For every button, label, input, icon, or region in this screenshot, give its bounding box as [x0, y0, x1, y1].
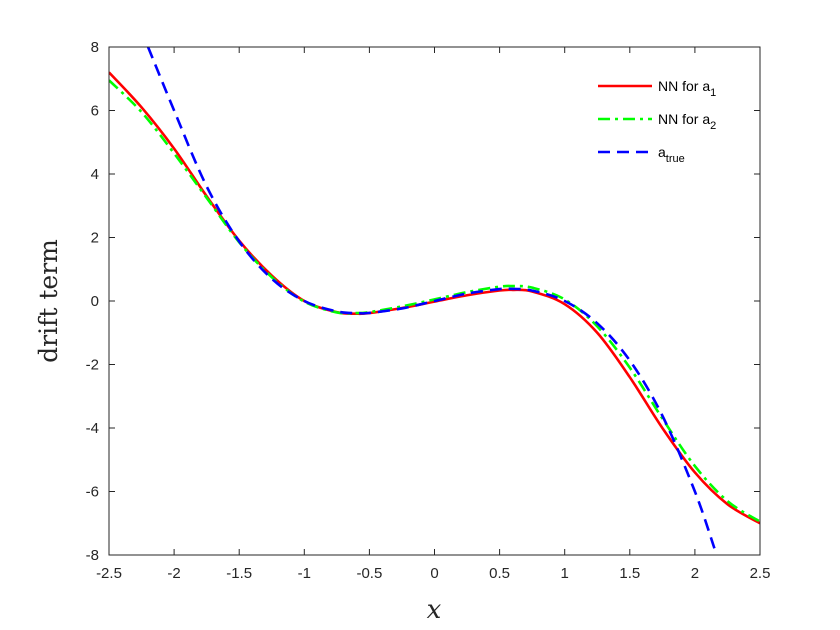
x-tick-label: -1.5: [226, 565, 252, 582]
x-tick-label: 1: [561, 565, 569, 582]
legend-label-3: atrue: [658, 144, 685, 165]
x-tick-label: 0.5: [489, 565, 510, 582]
y-tick-label: -2: [86, 357, 99, 374]
x-axis-label: x: [427, 595, 442, 625]
x-tick-label: -1: [298, 565, 311, 582]
series-layer: [109, 47, 760, 549]
y-tick-label: 8: [91, 39, 99, 56]
x-tick-label: -0.5: [356, 565, 382, 582]
x-tick-label: 1.5: [619, 565, 640, 582]
y-tick-label: 2: [91, 230, 99, 247]
y-tick-label: 4: [91, 166, 99, 183]
y-tick-label: -8: [86, 547, 99, 564]
y-tick-label: -6: [86, 484, 99, 501]
x-tick-label: -2: [167, 565, 180, 582]
x-axis: -2.5 -2 -1.5 -1 -0.5 0 0.5 1 1.5 2 2.5: [96, 47, 770, 582]
y-tick-label: -4: [86, 420, 99, 437]
legend-label-1: NN for a1: [658, 78, 716, 99]
legend: NN for a1 NN for a2 atrue: [598, 78, 716, 165]
y-axis: -8 -6 -4 -2 0 2 4 6 8: [86, 39, 760, 564]
x-tick-label: 2: [691, 565, 699, 582]
y-tick-label: 0: [91, 293, 99, 310]
x-tick-label: 2.5: [750, 565, 771, 582]
y-axis-label: drift term: [34, 239, 63, 363]
legend-label-2: NN for a2: [658, 111, 716, 132]
y-tick-label: 6: [91, 103, 99, 120]
series-line-2: [109, 79, 760, 523]
series-line-3: [146, 47, 716, 549]
x-tick-label: 0: [430, 565, 438, 582]
x-tick-label: -2.5: [96, 565, 122, 582]
